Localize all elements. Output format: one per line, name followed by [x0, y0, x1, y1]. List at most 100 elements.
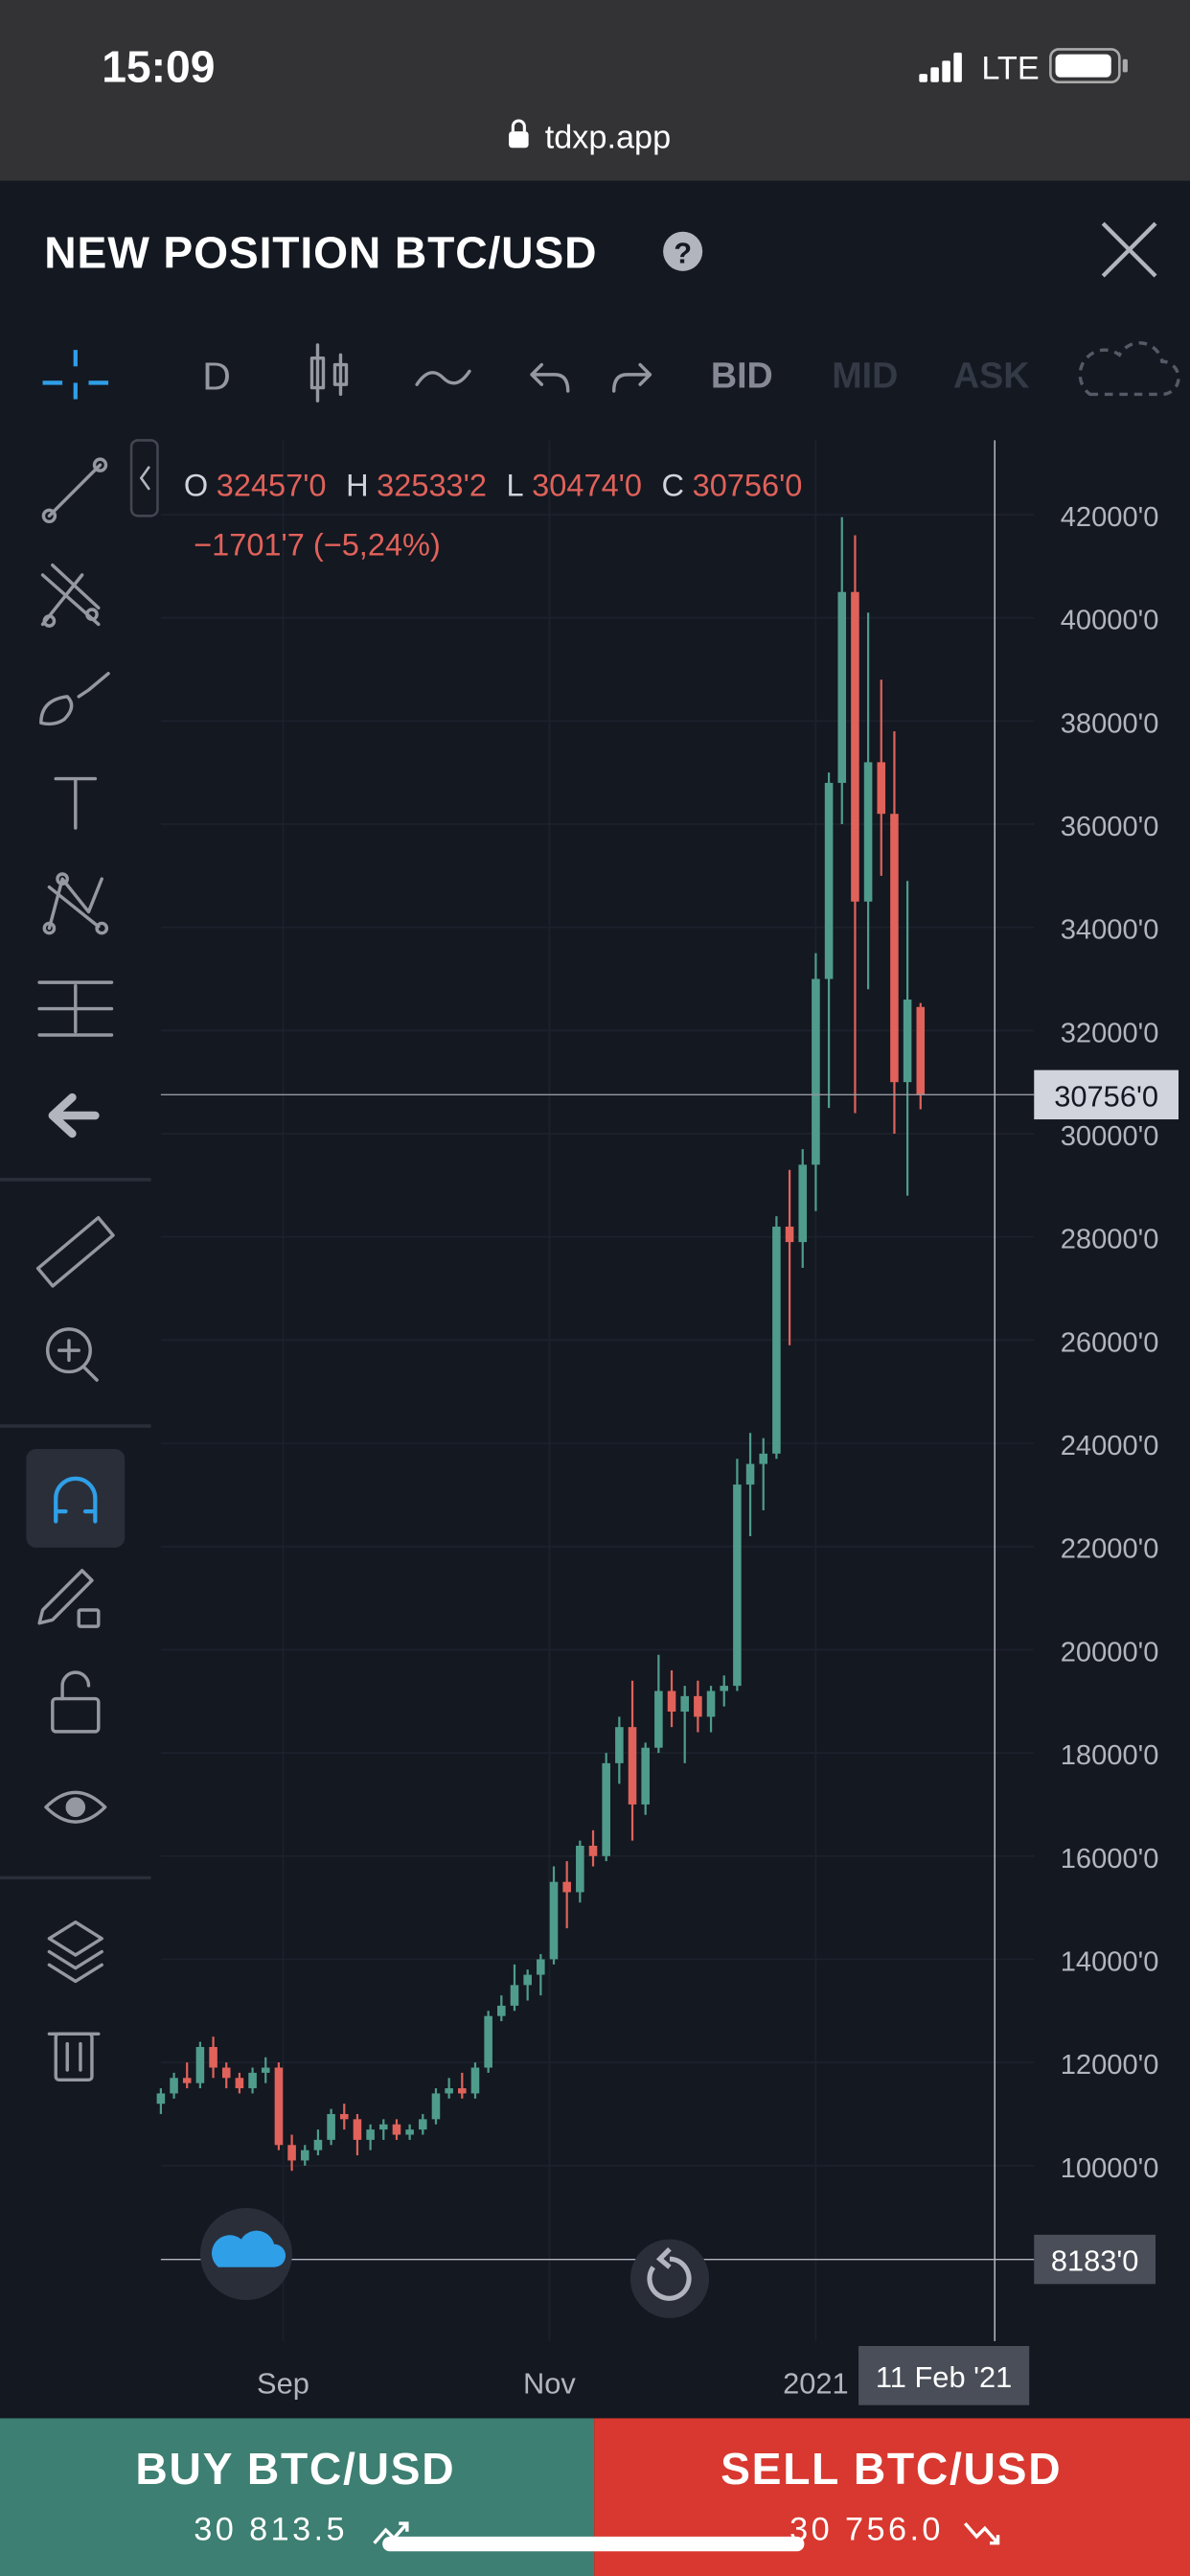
svg-text:?: ? — [674, 236, 692, 269]
lock-drawings[interactable] — [37, 1569, 94, 1625]
candle-body — [628, 1727, 637, 1805]
candle-body — [235, 2078, 244, 2089]
candle-body — [156, 2093, 166, 2104]
collapse-sidebar[interactable] — [129, 439, 159, 518]
candle-body — [445, 2088, 453, 2094]
y-tick-label: 28000'0 — [1061, 1225, 1159, 1255]
price-type-mid[interactable]: MID — [832, 356, 898, 396]
candle-body — [195, 2046, 205, 2083]
candle-body — [484, 2015, 492, 2068]
ohlc-key: H — [346, 469, 369, 503]
home-indicator — [382, 2536, 805, 2552]
status-bar — [0, 0, 1190, 181]
candle-body — [812, 978, 820, 1165]
y-tick-label: 32000'0 — [1061, 1018, 1159, 1048]
sell-button[interactable] — [594, 2418, 1190, 2576]
cloud-button[interactable] — [1078, 341, 1180, 397]
cloud-sync-button[interactable] — [199, 2208, 292, 2300]
measure-tool[interactable] — [37, 980, 114, 1037]
help-button[interactable]: ? — [663, 231, 703, 271]
candle-body — [248, 2072, 257, 2089]
layers-tool[interactable] — [47, 1920, 103, 1984]
chart-type-button[interactable] — [309, 343, 349, 402]
candle-body — [392, 2124, 401, 2135]
sell-trend-icon — [964, 2522, 1000, 2545]
trend-line-tool[interactable] — [41, 457, 108, 523]
text-tool[interactable] — [54, 776, 98, 830]
candle-body — [615, 1727, 624, 1763]
candle-body — [772, 1226, 781, 1454]
ohlc-legend: −1701'7 (−5,24%) O 32457'0 H 32533'2 L 30474'… — [184, 469, 803, 563]
candle-body — [339, 2113, 349, 2120]
crosshair-date: 11 Feb '21 — [876, 2360, 1012, 2394]
ohlc-key: C — [662, 469, 685, 503]
crosshair-tool[interactable] — [42, 350, 109, 400]
title: NEW POSITION BTC/USD — [44, 227, 597, 277]
candle-body — [261, 2067, 270, 2073]
ohlc-value: 32533'2 — [377, 469, 487, 503]
candle-body — [497, 2005, 506, 2016]
close-button[interactable] — [1101, 221, 1157, 278]
candle-body — [680, 1695, 689, 1713]
candle-body — [287, 2145, 296, 2161]
x-tick-label: Sep — [257, 2367, 309, 2401]
candle-body — [353, 2119, 362, 2140]
ohlc-value: 32457'0 — [217, 469, 327, 503]
candle-body — [903, 1000, 912, 1083]
candle-body — [641, 1747, 650, 1805]
y-tick-label: 42000'0 — [1061, 502, 1159, 533]
network: LTE — [981, 50, 1039, 86]
buy-trend-icon — [373, 2521, 409, 2544]
candle-body — [458, 2088, 467, 2094]
price-label-box — [1034, 2234, 1156, 2285]
chart: 10000'0 12000'0 14000'0 16000'0 18000'0 20000… — [156, 440, 1179, 2405]
candle-body — [576, 1846, 584, 1893]
ohlc-key: O — [184, 469, 208, 503]
visibility-tool[interactable] — [44, 1790, 107, 1824]
back-button[interactable] — [48, 1092, 100, 1138]
clock: 15:09 — [102, 42, 215, 92]
pattern-tool[interactable] — [42, 872, 109, 935]
candle-body — [209, 2046, 217, 2068]
reset-button[interactable] — [629, 2239, 710, 2318]
y-tick-label: 20000'0 — [1061, 1637, 1159, 1668]
interval-button[interactable]: D — [202, 354, 231, 398]
candle-body — [877, 762, 886, 815]
x-tick-label: 2021 — [783, 2367, 849, 2401]
candle-body — [602, 1762, 610, 1856]
candle-body — [588, 1846, 598, 1856]
candle-body — [405, 2129, 414, 2135]
unlock-tool[interactable] — [51, 1670, 101, 1734]
x-tick-label: Nov — [523, 2367, 576, 2401]
candle-body — [706, 1690, 716, 1717]
zoom-tool[interactable] — [45, 1327, 99, 1382]
candle-body — [798, 1164, 808, 1243]
candle-body — [379, 2124, 388, 2130]
price-label: 30756'0 — [1054, 1079, 1158, 1113]
price-type-ask[interactable]: ASK — [953, 356, 1030, 396]
sell-price: 30 756.0 — [790, 2511, 944, 2547]
candle-body — [654, 1690, 663, 1748]
magnet-tool[interactable] — [26, 1449, 126, 1548]
undo-button[interactable] — [530, 362, 570, 393]
y-tick-label: 18000'0 — [1061, 1740, 1159, 1771]
change: −1701'7 (−5,24%) — [194, 527, 441, 562]
buy-label: BUY BTC/USD — [135, 2444, 455, 2494]
candle-body — [863, 762, 873, 902]
candle-body — [824, 782, 834, 979]
candle-body — [419, 2119, 427, 2130]
delete-tool[interactable] — [47, 2032, 101, 2082]
ruler-tool[interactable] — [35, 1215, 115, 1288]
battery — [1049, 48, 1128, 83]
y-tick-label: 26000'0 — [1061, 1327, 1159, 1358]
price-label: 8183'0 — [1051, 2244, 1139, 2278]
buy-button[interactable] — [0, 2418, 595, 2576]
indicators-button[interactable] — [415, 369, 471, 386]
price-type-bid[interactable]: BID — [711, 356, 773, 396]
y-tick-label: 16000'0 — [1061, 1844, 1159, 1874]
buy-price: 30 813.5 — [194, 2511, 348, 2547]
fib-tool[interactable] — [40, 564, 101, 628]
candle-body — [170, 2078, 178, 2094]
brush-tool[interactable] — [39, 672, 110, 726]
